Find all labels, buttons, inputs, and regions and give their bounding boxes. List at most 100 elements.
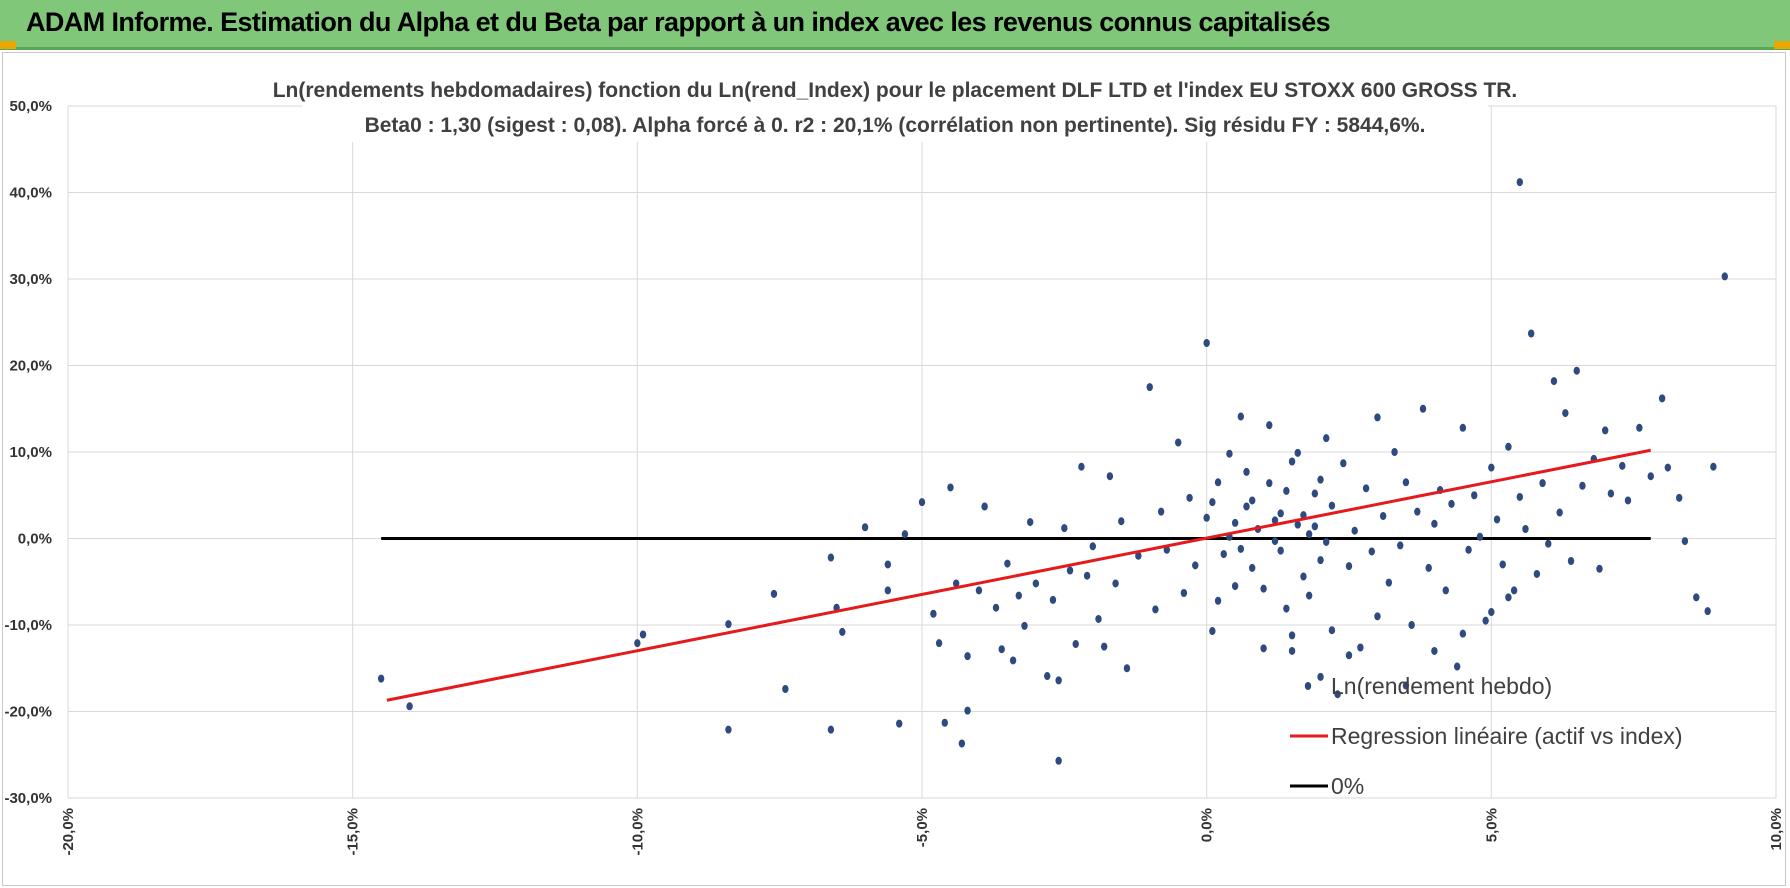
legend-point-marker (1304, 682, 1312, 690)
scatter-point (1345, 562, 1353, 571)
scatter-point (1402, 478, 1410, 487)
scatter-point (1015, 591, 1022, 600)
y-tick-label: 20,0% (9, 358, 52, 375)
scatter-point (1545, 539, 1552, 548)
scatter-point (634, 639, 641, 648)
scatter-point (1374, 413, 1381, 422)
scatter-point (1345, 651, 1353, 660)
scatter-point (1118, 517, 1125, 526)
scatter-point (1488, 608, 1495, 617)
legend-label: Regression linéaire (actif vs index) (1331, 723, 1683, 749)
scatter-point (1311, 489, 1319, 498)
scatter-point (1271, 516, 1279, 525)
scatter-point (1562, 409, 1569, 418)
x-tick-label: 5,0% (1483, 808, 1500, 842)
scatter-point (1658, 394, 1666, 403)
scatter-point (1288, 646, 1296, 655)
x-tick-label: -10,0% (629, 808, 646, 856)
legend-label: 0% (1331, 773, 1364, 799)
scatter-point (1533, 569, 1541, 578)
scatter-point (1100, 642, 1108, 651)
scatter-point (1231, 582, 1239, 591)
scatter-point (1072, 640, 1079, 649)
scatter-point (1266, 421, 1273, 430)
scatter-point (1362, 484, 1370, 493)
scatter-point (1175, 438, 1182, 447)
scatter-point (1192, 561, 1199, 570)
scatter-point (1203, 513, 1210, 522)
scatter-point (1305, 591, 1313, 600)
scatter-point (1505, 593, 1512, 602)
scatter-point (1004, 559, 1011, 568)
scatter-point (1049, 595, 1057, 604)
scatter-point (1567, 556, 1575, 565)
scatter-point (952, 579, 960, 588)
y-tick-label: 50,0% (9, 98, 52, 115)
scatter-point (1493, 515, 1501, 524)
scatter-point (1249, 496, 1256, 505)
scatter-point (1305, 530, 1313, 539)
scatter-point (1231, 518, 1239, 527)
scatter-point (1368, 547, 1375, 556)
scatter-point (1055, 676, 1062, 685)
scatter-point (1026, 518, 1034, 527)
scatter-point (1317, 475, 1324, 484)
chart-title-background (302, 70, 1488, 142)
scatter-point (1146, 383, 1153, 392)
scatter-point (725, 725, 732, 734)
chart-frame (2, 52, 1786, 886)
scatter-point (1237, 412, 1245, 421)
scatter-point (1089, 542, 1097, 551)
scatter-point (1607, 489, 1615, 498)
scatter-point (958, 739, 966, 748)
scatter-point (1123, 664, 1131, 673)
scatter-point (1425, 563, 1432, 572)
scatter-point (1243, 502, 1250, 511)
scatter-point (1419, 404, 1427, 413)
scatter-point (1539, 479, 1546, 488)
scatter-point (1465, 545, 1472, 554)
scatter-point (1323, 434, 1330, 443)
scatter-point (930, 609, 937, 618)
scatter-point (1624, 496, 1632, 505)
scatter-point (1516, 178, 1524, 187)
scatter-point (1721, 272, 1728, 281)
scatter-point (918, 498, 926, 507)
scatter-point (1271, 537, 1279, 546)
scatter-point (1391, 448, 1398, 456)
scatter-point (992, 603, 1000, 612)
scatter-point (964, 652, 971, 661)
scatter-point (639, 630, 647, 639)
scatter-point (1385, 578, 1393, 587)
scatter-point (1260, 584, 1267, 593)
scatter-point (1214, 596, 1222, 605)
scatter-point (1277, 509, 1284, 518)
scatter-point (1402, 681, 1410, 690)
scatter-point (1471, 491, 1478, 500)
scatter-point (1237, 544, 1245, 553)
scatter-point (1260, 644, 1267, 653)
scatter-point (1550, 377, 1558, 386)
scatter-point (1448, 499, 1455, 508)
corner-marker-right (1774, 41, 1790, 49)
scatter-point (1522, 524, 1529, 533)
scatter-point (1488, 463, 1495, 472)
chart-title: Ln(rendements hebdomadaires) fonction du… (273, 79, 1518, 102)
scatter-point (1203, 339, 1210, 348)
scatter-point (1288, 457, 1296, 466)
scatter-point (1288, 631, 1296, 640)
scatter-point (1482, 616, 1489, 625)
scatter-point (1340, 459, 1347, 468)
scatter-point (975, 586, 983, 595)
scatter-point (1032, 579, 1040, 588)
scatter-point (1636, 423, 1643, 432)
scatter-point (1083, 571, 1091, 580)
scatter-point (1516, 492, 1524, 501)
scatter-point (377, 674, 385, 683)
scatter-point (861, 523, 869, 532)
scatter-point (1499, 560, 1506, 569)
scatter-point (406, 702, 413, 711)
corner-marker-left (0, 41, 16, 49)
x-tick-label: -15,0% (345, 808, 362, 856)
